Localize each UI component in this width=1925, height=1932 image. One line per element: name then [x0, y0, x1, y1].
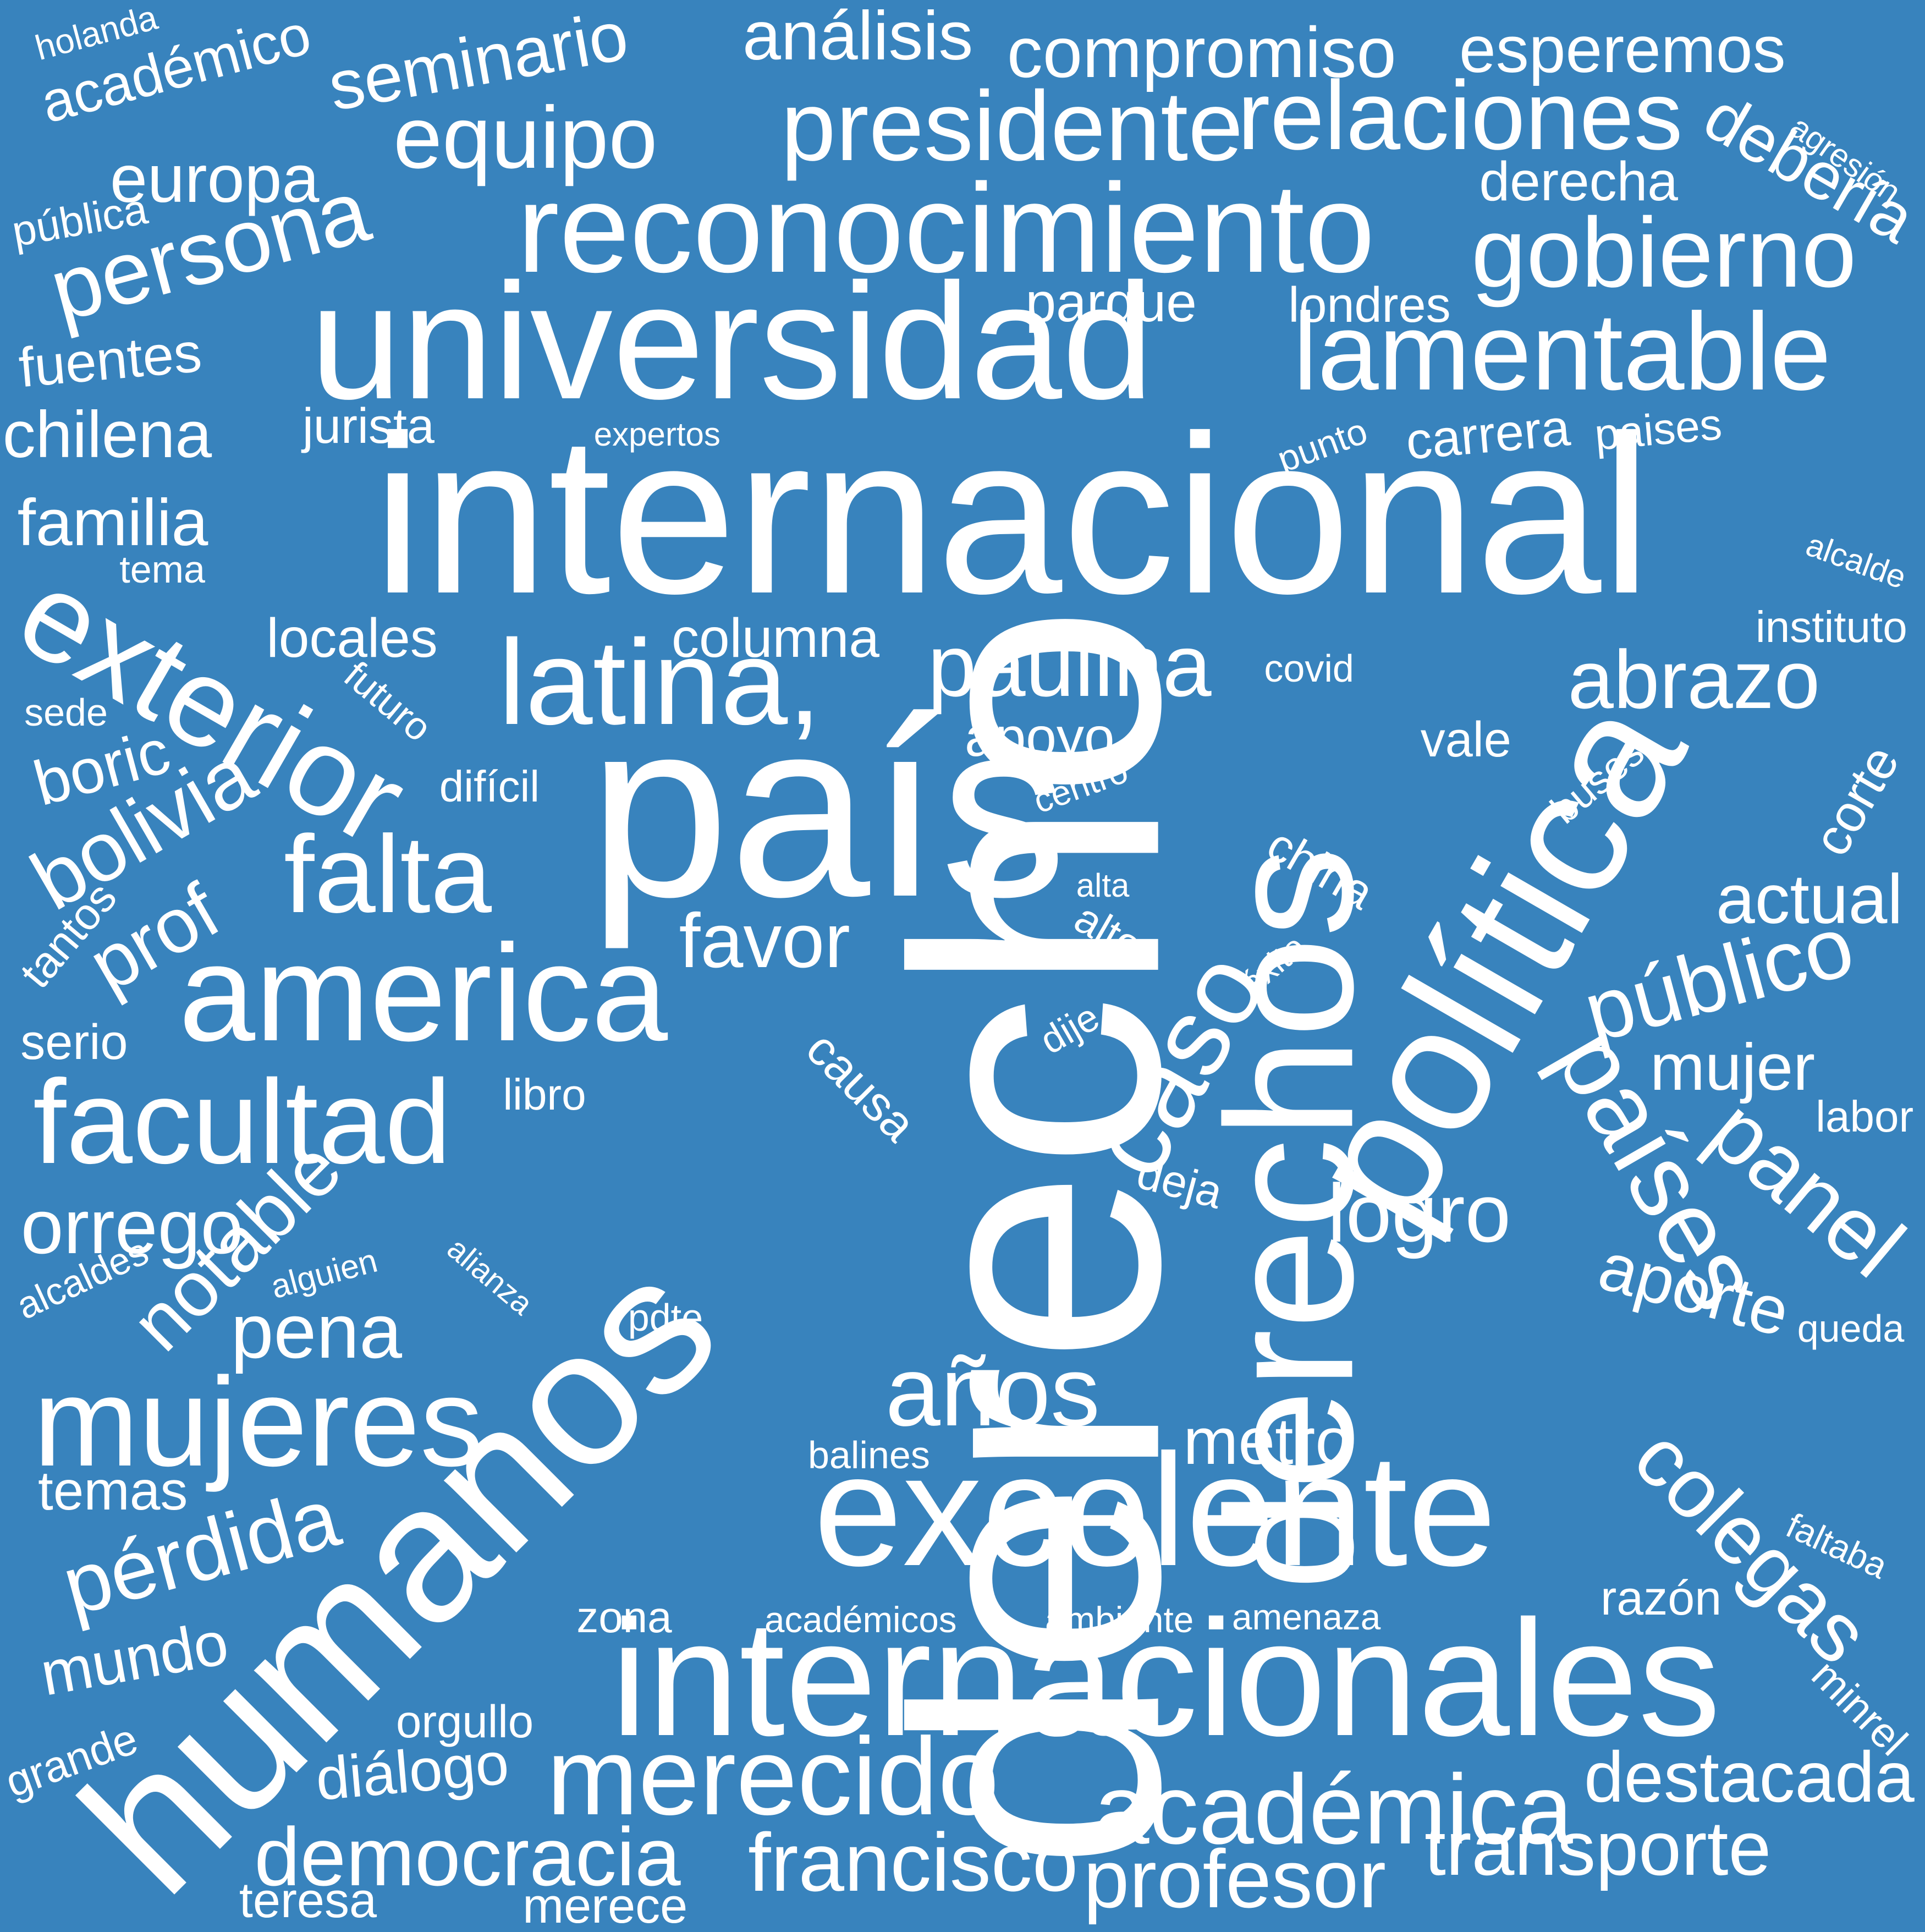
word-covid: covid — [1264, 647, 1354, 690]
word-america: america — [179, 916, 668, 1069]
word-facultad: facultad — [33, 1055, 452, 1189]
word-reconocimiento: reconocimiento — [517, 157, 1375, 299]
word-academica: académica — [1094, 1754, 1573, 1865]
word-zona: zona — [576, 1593, 672, 1642]
word-favor: favor — [679, 897, 850, 984]
word-metro: metro — [1183, 1404, 1352, 1478]
word-columna: columna — [672, 607, 879, 669]
word-pena: pena — [230, 1288, 403, 1374]
word-paises: paises — [1592, 398, 1724, 459]
word-vale: vale — [1420, 712, 1511, 767]
word-lamentable: lamentable — [1293, 290, 1832, 413]
word-abrazo: abrazo — [1568, 633, 1821, 726]
word-corte: corte — [1802, 735, 1911, 865]
word-orrego: orrego — [20, 1183, 244, 1270]
word-internacional: internacional — [372, 388, 1652, 640]
word-carrera: carrera — [1403, 398, 1572, 470]
word-universidad: universidad — [310, 249, 1154, 433]
word-orgullo: orgullo — [396, 1696, 534, 1748]
word-fuentes: fuentes — [16, 321, 204, 399]
word-falta: falta — [284, 813, 492, 936]
word-jurista: jurista — [302, 399, 435, 454]
word-derecha: derecha — [1479, 151, 1678, 212]
word-chilena: chilena — [2, 398, 212, 471]
word-merece: merece — [522, 1879, 688, 1932]
word-alta: alta — [1076, 867, 1130, 904]
word-locales: locales — [266, 607, 438, 669]
word-transporte: transporte — [1425, 1805, 1772, 1891]
word-libro: libro — [503, 1070, 586, 1119]
word-latina: latina, — [498, 614, 822, 750]
word-temas: temas — [38, 1460, 188, 1522]
word-alianza: alianza — [440, 1230, 540, 1322]
word-mujeres: mujeres — [33, 1351, 483, 1492]
word-academicos: académicos — [765, 1600, 957, 1640]
word-democracia: democracia — [254, 1810, 681, 1903]
word-balines: balines — [808, 1434, 930, 1477]
word-queda: queda — [1797, 1307, 1905, 1350]
word-pais: país — [588, 667, 1067, 949]
word-excelente: excelente — [813, 1421, 1497, 1599]
word-merecido: merecido — [547, 1715, 999, 1838]
word-internacionales: internacionales — [610, 1585, 1721, 1770]
word-actual: actual — [1716, 860, 1903, 938]
word-mujer: mujer — [1650, 1030, 1816, 1104]
word-analisis: análisis — [743, 0, 974, 75]
word-amenaza: amenaza — [1232, 1597, 1381, 1638]
word-anos: años — [885, 1336, 1101, 1447]
word-sede: sede — [24, 691, 108, 734]
word-logro: logro — [1327, 1167, 1511, 1259]
word-razon: razón — [1601, 1571, 1722, 1625]
word-paulina: paulina — [927, 616, 1212, 715]
word-ambiente: ambiente — [1045, 1600, 1194, 1640]
word-presidente: presidente — [780, 71, 1244, 182]
word-labor: labor — [1816, 1092, 1914, 1141]
word-apoyo: apoyo — [965, 706, 1115, 768]
word-expertos: expertos — [593, 416, 721, 453]
word-profesor: profesor — [1083, 1832, 1387, 1925]
word-instituto: instituto — [1756, 602, 1907, 651]
word-serio: serio — [20, 1015, 128, 1070]
word-dificil: difícil — [439, 762, 540, 811]
word-gobierno: gobierno — [1471, 197, 1857, 308]
word-equipo: equipo — [393, 88, 658, 186]
word-esperemos: esperemos — [1459, 13, 1786, 86]
word-londres: londres — [1288, 278, 1451, 333]
word-parque: parque — [1025, 272, 1197, 333]
word-familia: familia — [17, 486, 208, 559]
word-tema: tema — [119, 548, 205, 591]
word-compromiso: compromiso — [1007, 12, 1396, 92]
word-destacada: destacada — [1584, 1736, 1915, 1817]
word-francisco: francisco — [748, 1816, 1079, 1908]
word-teresa: teresa — [239, 1873, 377, 1928]
word-relaciones: relaciones — [1238, 61, 1683, 171]
word-europa: europa — [110, 140, 320, 216]
word-pdte: pdte — [628, 1296, 703, 1339]
word-alcalde: alcalde — [1801, 526, 1911, 596]
